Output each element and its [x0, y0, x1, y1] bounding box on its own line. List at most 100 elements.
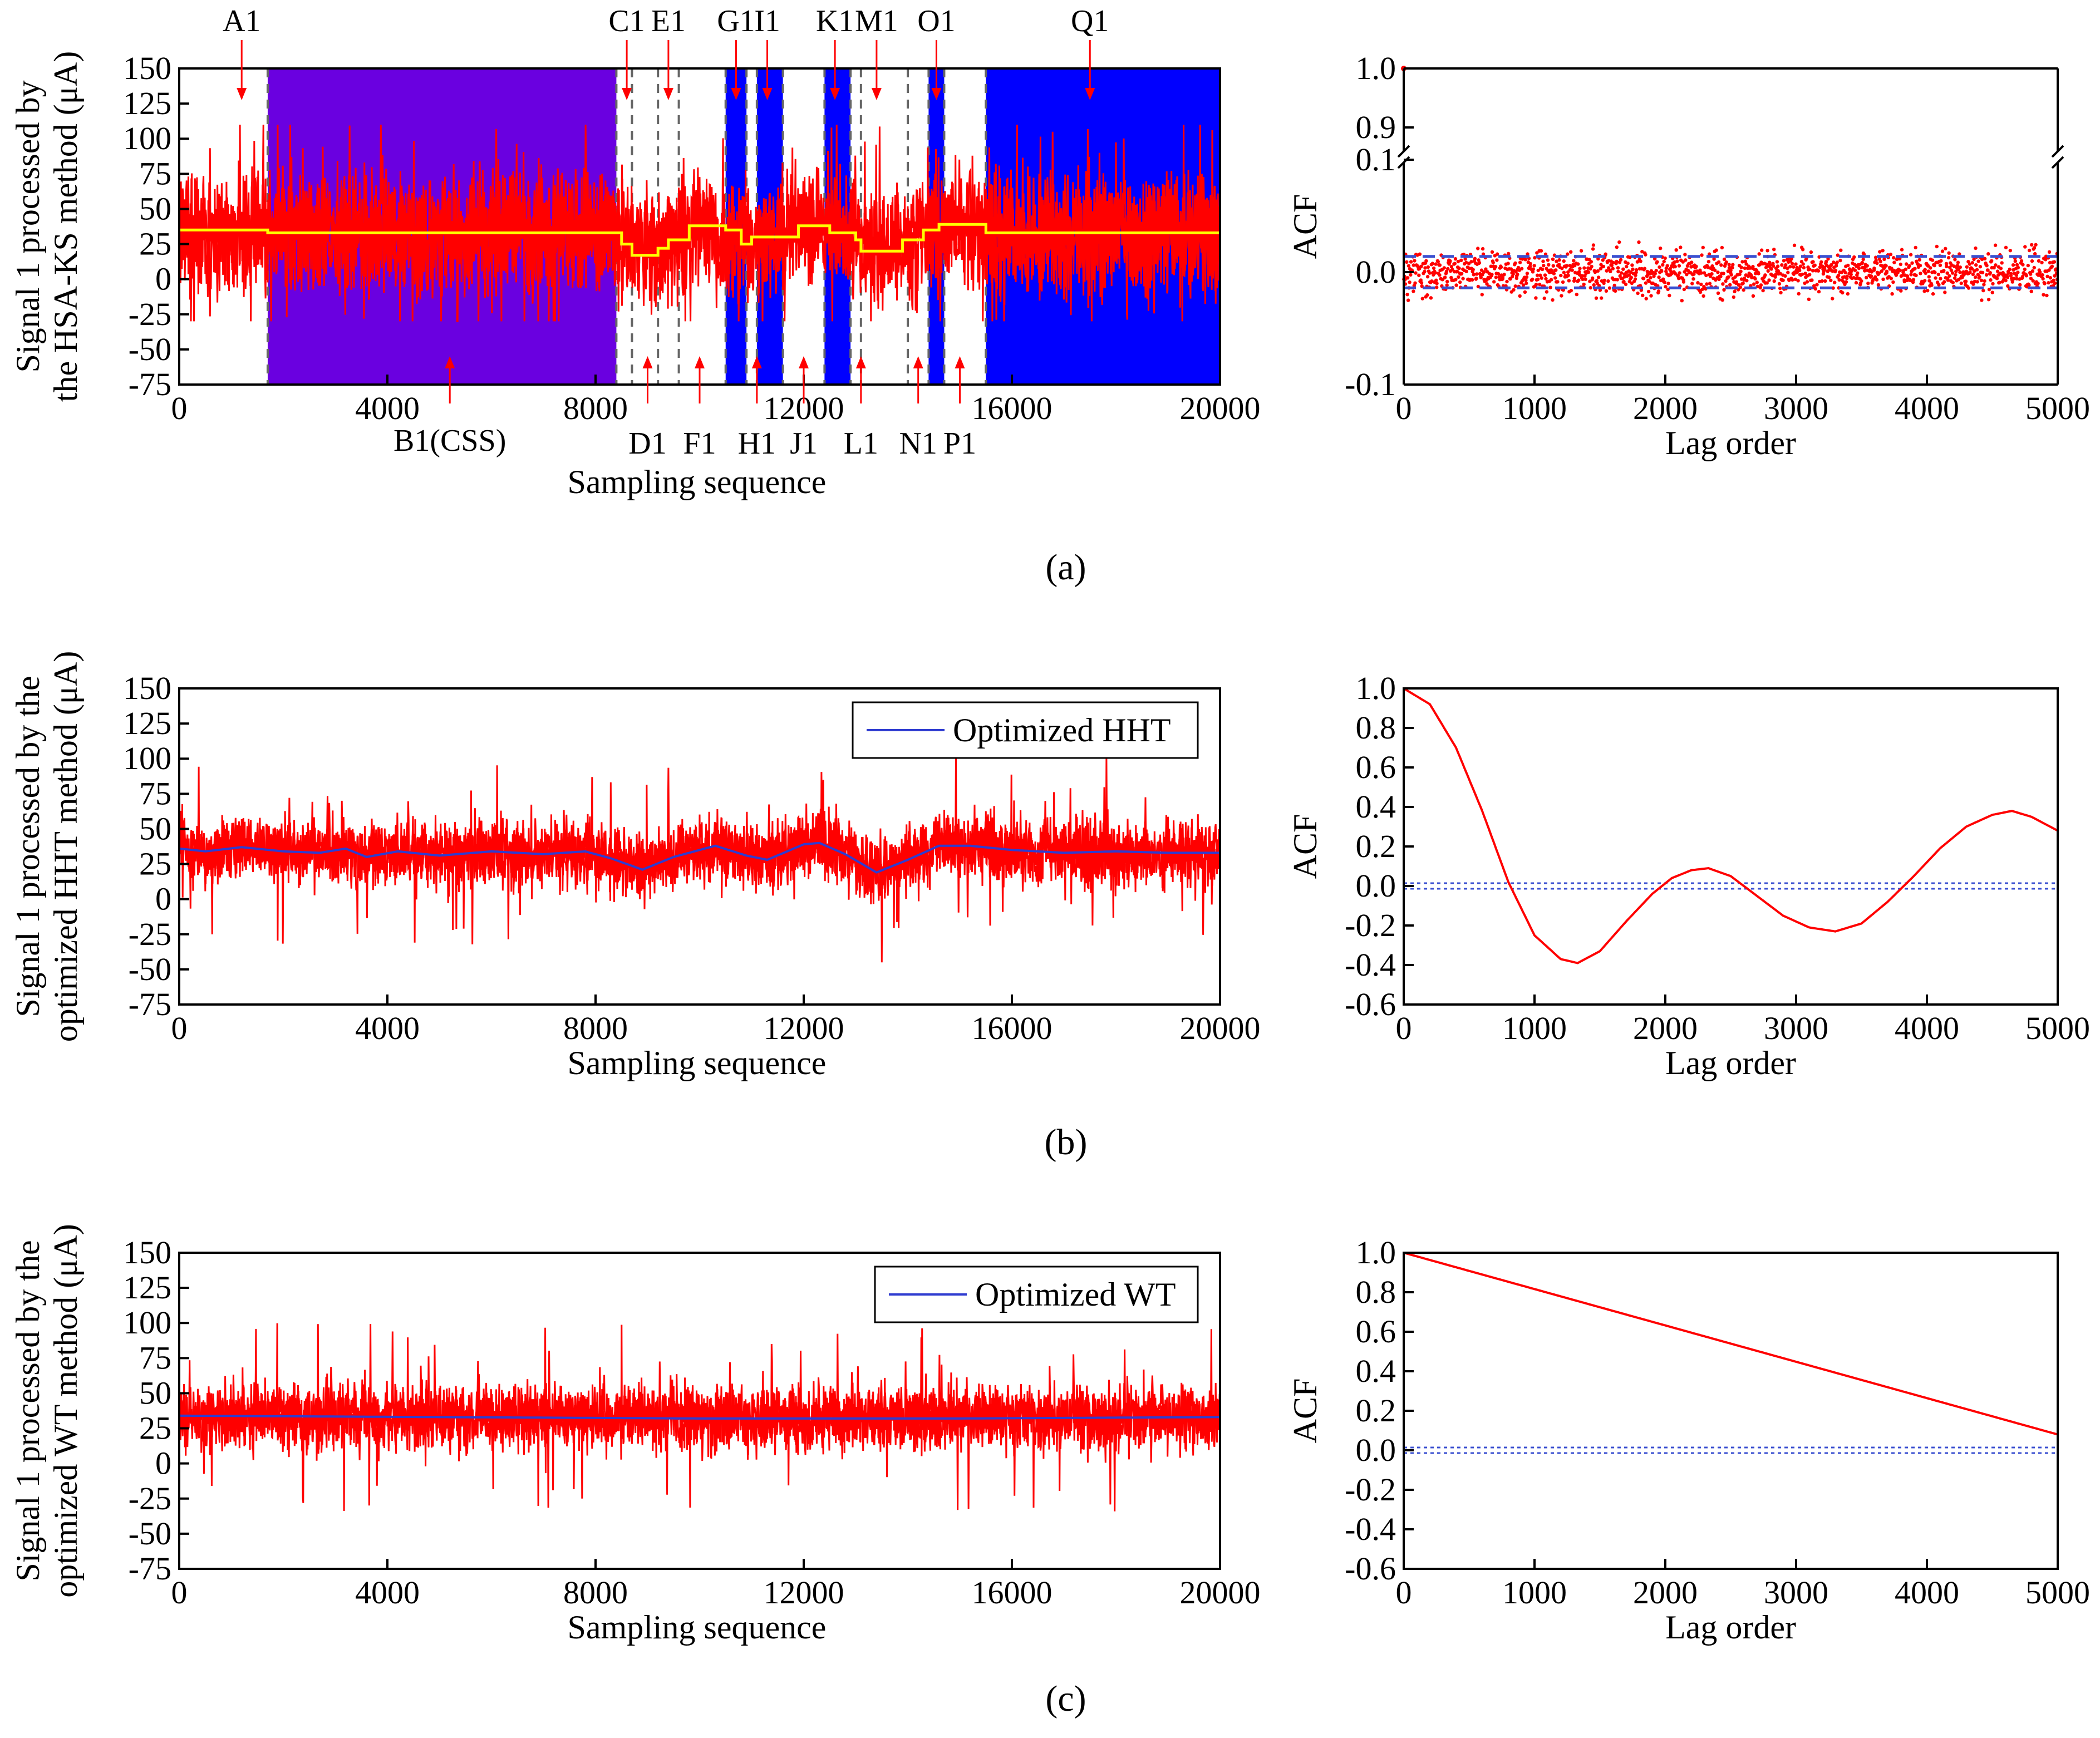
acf-point	[1837, 278, 1841, 282]
acf-point	[1972, 257, 1976, 262]
y-tick-label: -0.6	[1345, 1550, 1396, 1587]
y-tick-label: 25	[139, 226, 171, 262]
acf-point	[1419, 280, 1424, 285]
acf-point	[1467, 262, 1471, 265]
acf-point	[2016, 270, 2020, 274]
panel-c-signal: 0 4000 8000 12000 16000 20000-75-50-250255075…	[9, 1224, 1261, 1646]
acf-point	[1817, 289, 1821, 294]
acf-point	[1993, 243, 1998, 247]
acf-point	[1979, 278, 1984, 282]
acf-point	[1973, 279, 1977, 284]
acf-point	[2053, 281, 2057, 285]
acf-point	[1966, 286, 1971, 290]
acf-point	[2032, 265, 2036, 270]
x-tick-label: 0	[1396, 1010, 1412, 1046]
acf-point	[1413, 281, 1417, 285]
acf-point	[1639, 288, 1643, 292]
acf-point	[1552, 272, 1556, 275]
acf-point	[2018, 283, 2022, 287]
acf-point	[1813, 287, 1817, 291]
acf-point	[1457, 275, 1460, 279]
acf-point	[1551, 298, 1555, 302]
acf-point	[1412, 289, 1415, 293]
acf-point	[1881, 277, 1885, 281]
acf-point	[1727, 263, 1731, 267]
acf-point	[2004, 245, 2008, 249]
x-tick-label: 0	[171, 1010, 188, 1046]
acf-point	[1739, 269, 1743, 273]
acf-point	[1983, 279, 1986, 283]
acf-point	[1545, 290, 1549, 294]
acf-point	[1958, 270, 1962, 274]
acf-point	[1827, 275, 1831, 279]
acf-point	[1777, 282, 1782, 286]
acf-point	[1833, 269, 1838, 273]
acf-point	[1566, 270, 1570, 274]
acf-point	[1619, 258, 1623, 262]
x-tick-label: 0	[1396, 1574, 1412, 1611]
acf-point	[1933, 270, 1937, 274]
acf-point	[1423, 266, 1427, 270]
acf-point	[1760, 248, 1764, 252]
x-tick-label: 1000	[1502, 390, 1567, 426]
acf-point	[1722, 288, 1726, 292]
acf-point	[1434, 278, 1438, 282]
annotation-arrow-head	[622, 88, 632, 100]
acf-point	[1479, 275, 1483, 279]
acf-point	[1523, 258, 1527, 262]
acf-point	[1664, 285, 1668, 289]
y-tick-label: 0	[155, 1445, 171, 1481]
acf-point	[1598, 288, 1602, 292]
acf-point	[1588, 279, 1592, 283]
acf-point	[1419, 264, 1423, 268]
acf-point	[1435, 285, 1439, 289]
acf-point	[1854, 280, 1858, 285]
acf-point	[1622, 279, 1626, 284]
acf-point	[2047, 268, 2051, 272]
acf-point	[1910, 261, 1914, 265]
acf-point	[1538, 273, 1542, 277]
y-tick-label: 50	[139, 190, 171, 227]
acf-point	[1845, 274, 1849, 278]
acf-point	[1801, 262, 1805, 266]
acf-point	[1775, 260, 1779, 264]
acf-point	[1755, 280, 1759, 284]
acf-point	[1892, 260, 1896, 264]
acf-point	[1454, 278, 1458, 282]
acf-point	[1945, 264, 1949, 269]
acf-point	[1701, 294, 1705, 298]
acf-point	[1844, 280, 1848, 284]
acf-point	[1968, 262, 1971, 266]
acf-point	[1885, 269, 1889, 273]
acf-point	[1521, 283, 1526, 287]
x-tick-label: 4000	[355, 1010, 420, 1046]
acf-point	[1536, 268, 1540, 273]
acf-point	[1935, 244, 1939, 249]
y-tick-label: 75	[139, 155, 171, 191]
y-axis-title-line-1: Signal 1 processed by	[9, 81, 46, 373]
acf-point	[1878, 250, 1882, 254]
acf-point	[1714, 248, 1718, 252]
acf-point	[1878, 259, 1882, 263]
acf-point	[1699, 271, 1703, 275]
acf-point	[1789, 257, 1793, 261]
acf-point	[1971, 272, 1975, 276]
acf-point	[1792, 243, 1797, 247]
acf-point	[1690, 282, 1694, 285]
acf-point	[1888, 252, 1893, 257]
x-tick-label: 20000	[1180, 1574, 1261, 1611]
acf-point	[1728, 283, 1732, 287]
acf-point	[1803, 272, 1807, 275]
annotation-arrow-head	[913, 356, 923, 368]
acf-point	[1592, 283, 1596, 287]
acf-point	[1458, 280, 1462, 284]
acf-point	[1926, 264, 1930, 268]
x-tick-label: 12000	[764, 1574, 844, 1611]
acf-point	[1649, 294, 1653, 298]
annotation-bottom-F1: F1	[683, 426, 716, 461]
acf-point	[1771, 273, 1775, 278]
acf-point	[1690, 260, 1694, 264]
acf-point	[1958, 265, 1962, 269]
x-tick-label: 1000	[1502, 1574, 1567, 1611]
acf-point	[1594, 296, 1599, 300]
